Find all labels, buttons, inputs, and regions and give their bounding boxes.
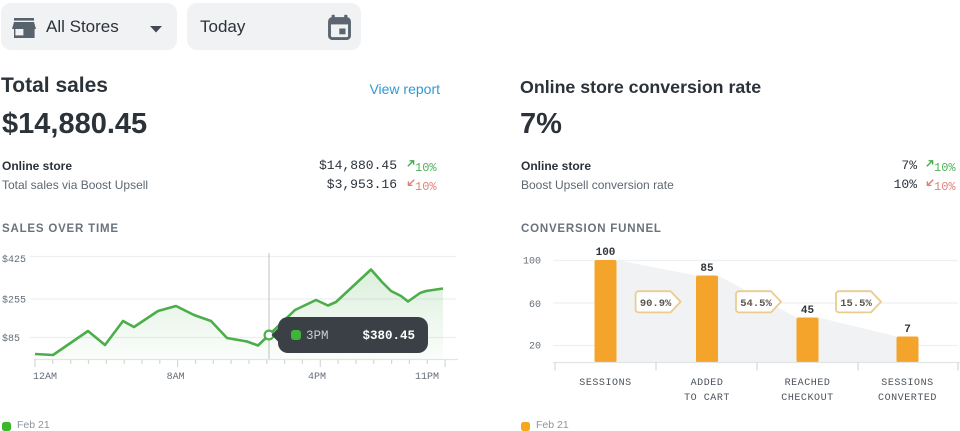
svg-text:11PM: 11PM bbox=[415, 372, 439, 383]
svg-text:TO CART: TO CART bbox=[684, 393, 730, 404]
svg-text:85: 85 bbox=[700, 263, 714, 275]
svg-text:SESSIONS: SESSIONS bbox=[579, 378, 631, 389]
svg-text:8AM: 8AM bbox=[167, 372, 185, 383]
svg-text:SESSIONS: SESSIONS bbox=[881, 378, 933, 389]
svg-text:20: 20 bbox=[529, 342, 541, 353]
svg-text:CHECKOUT: CHECKOUT bbox=[781, 393, 833, 404]
svg-text:$255: $255 bbox=[2, 295, 26, 307]
svg-text:$425: $425 bbox=[2, 254, 26, 266]
svg-text:15.5%: 15.5% bbox=[840, 298, 872, 310]
svg-text:100: 100 bbox=[596, 247, 616, 259]
svg-text:REACHED: REACHED bbox=[785, 378, 831, 389]
svg-text:60: 60 bbox=[529, 300, 541, 311]
svg-text:90.9%: 90.9% bbox=[640, 298, 672, 310]
svg-text:45: 45 bbox=[801, 305, 815, 317]
svg-text:ADDED: ADDED bbox=[691, 378, 724, 389]
svg-text:4PM: 4PM bbox=[308, 372, 326, 383]
svg-text:100: 100 bbox=[523, 257, 541, 268]
svg-text:54.5%: 54.5% bbox=[740, 298, 772, 310]
svg-text:12AM: 12AM bbox=[33, 372, 57, 383]
svg-text:CONVERTED: CONVERTED bbox=[878, 393, 937, 404]
svg-text:7: 7 bbox=[904, 324, 911, 336]
svg-text:$85: $85 bbox=[2, 333, 20, 345]
